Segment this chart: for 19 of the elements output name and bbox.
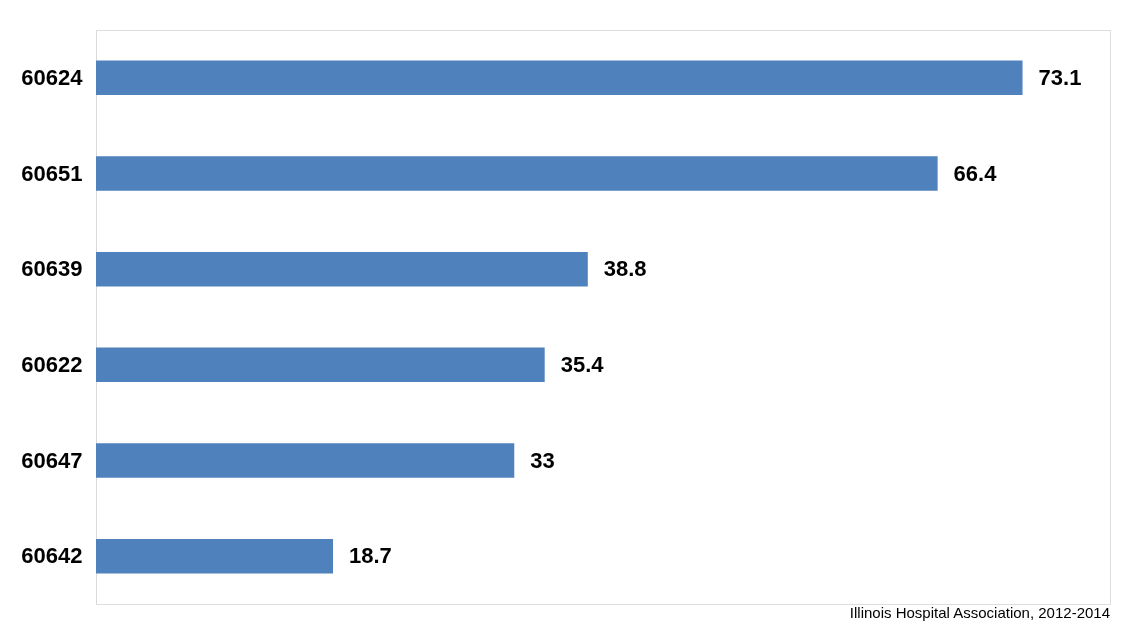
y-tick-label: 60639 <box>21 256 83 282</box>
data-label: 66.4 <box>953 160 998 186</box>
y-tick-label: 60622 <box>21 351 83 377</box>
bar <box>96 60 1023 96</box>
data-label: 35.4 <box>560 351 605 377</box>
y-tick-label: 60651 <box>21 160 83 186</box>
bar <box>96 156 938 191</box>
y-tick-label: 60642 <box>21 543 83 569</box>
annotation: Illinois Hospital Association, 2012-2014 <box>849 604 1110 621</box>
data-label: 38.8 <box>603 256 647 282</box>
y-tick-label: 60647 <box>21 447 83 473</box>
data-label: 33 <box>530 447 555 473</box>
bar <box>96 443 515 478</box>
y-tick-label: 60624 <box>21 64 84 90</box>
data-label: 18.7 <box>349 543 392 569</box>
data-label: 73.1 <box>1038 64 1082 90</box>
bar <box>96 347 545 383</box>
bar <box>96 251 588 287</box>
bar <box>96 538 334 574</box>
